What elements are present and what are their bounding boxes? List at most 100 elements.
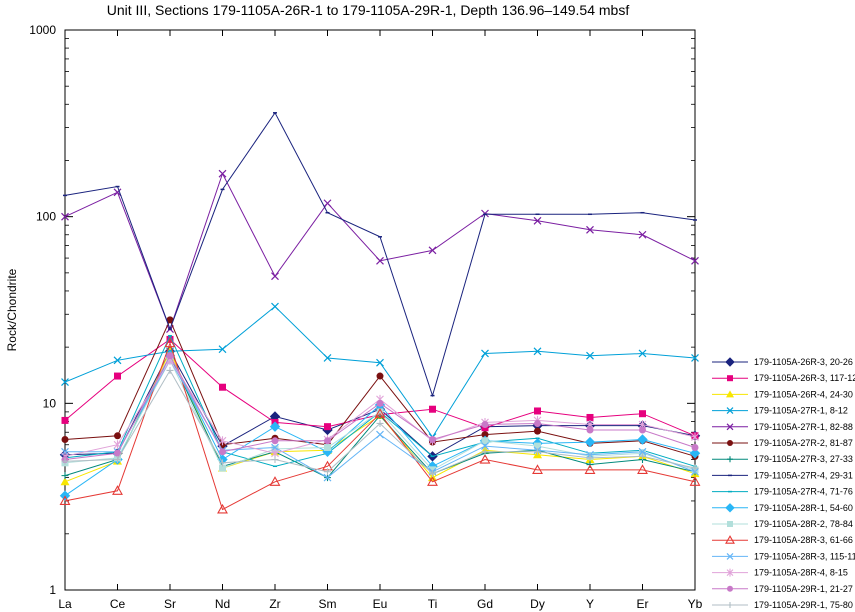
data-point bbox=[725, 357, 735, 367]
data-point bbox=[217, 503, 228, 514]
data-point bbox=[726, 568, 734, 577]
legend-item: 179-1105A-28R-1, 54-60 bbox=[712, 503, 853, 513]
data-point bbox=[166, 352, 174, 360]
data-point bbox=[61, 457, 69, 465]
data-point bbox=[269, 476, 281, 486]
data-point bbox=[638, 349, 647, 358]
legend-item: 179-1105A-27R-4, 29-31 bbox=[712, 470, 853, 480]
legend-label: 179-1105A-26R-3, 117-122 bbox=[754, 373, 855, 383]
data-point bbox=[726, 407, 734, 415]
data-point bbox=[323, 199, 332, 208]
x-tick-label: Yb bbox=[688, 597, 703, 611]
data-point bbox=[374, 408, 386, 418]
data-point bbox=[324, 437, 331, 445]
data-point bbox=[533, 216, 542, 225]
data-point bbox=[534, 419, 541, 427]
data-point bbox=[429, 466, 436, 474]
data-point bbox=[691, 256, 699, 265]
data-point bbox=[323, 354, 332, 362]
data-point bbox=[639, 410, 646, 418]
data-point bbox=[727, 521, 733, 527]
data-point bbox=[726, 423, 734, 431]
legend-item: 179-1105A-29R-1, 21-27 bbox=[712, 584, 853, 594]
x-tick-label: Eu bbox=[373, 597, 388, 611]
data-point bbox=[727, 375, 733, 382]
legend-item: 179-1105A-28R-4, 8-15 bbox=[712, 568, 848, 578]
legend-label: 179-1105A-27R-4, 71-76 bbox=[754, 487, 853, 497]
data-point bbox=[586, 351, 594, 360]
data-point bbox=[324, 468, 331, 476]
data-point bbox=[219, 464, 226, 472]
data-point bbox=[533, 347, 542, 356]
legend-label: 179-1105A-27R-1, 8-12 bbox=[754, 406, 848, 416]
y-tick-label: 10 bbox=[43, 396, 57, 410]
data-point bbox=[691, 464, 699, 472]
legend-item: 179-1105A-28R-3, 115-119 bbox=[712, 551, 855, 561]
data-point bbox=[113, 188, 122, 197]
data-point bbox=[691, 354, 699, 362]
x-axis: La Ce Sr Nd Zr Sm Eu Ti Gd Dy Y Er Yb bbox=[58, 30, 703, 611]
data-point bbox=[271, 272, 279, 281]
data-point bbox=[114, 456, 121, 464]
legend-label: 179-1105A-27R-4, 29-31 bbox=[754, 470, 853, 480]
legend-label: 179-1105A-28R-3, 61-66 bbox=[754, 535, 853, 545]
data-point bbox=[637, 464, 648, 474]
data-point bbox=[271, 302, 279, 311]
data-point bbox=[428, 246, 437, 255]
data-point bbox=[269, 421, 281, 432]
data-point bbox=[481, 437, 489, 445]
series-group bbox=[61, 169, 699, 333]
data-point bbox=[639, 452, 646, 460]
data-point bbox=[60, 477, 70, 486]
data-point bbox=[324, 423, 331, 431]
data-point bbox=[112, 485, 123, 495]
data-point bbox=[727, 585, 733, 592]
data-point bbox=[61, 378, 69, 386]
data-point bbox=[532, 464, 543, 474]
x-tick-label: Zr bbox=[269, 597, 280, 611]
data-point bbox=[218, 436, 227, 446]
data-point bbox=[638, 230, 647, 239]
legend-label: 179-1105A-27R-1, 82-88 bbox=[754, 422, 853, 432]
data-point bbox=[725, 503, 735, 513]
data-point bbox=[637, 434, 648, 445]
series-group bbox=[61, 302, 699, 441]
data-point bbox=[61, 472, 69, 480]
legend-item: 179-1105A-27R-4, 71-76 bbox=[712, 487, 853, 497]
series-group bbox=[61, 316, 699, 460]
x-tick-label: Dy bbox=[530, 597, 545, 611]
y-axis: 1 10 100 1000 bbox=[29, 23, 695, 597]
legend-item: 179-1105A-28R-3, 61-66 bbox=[712, 535, 853, 545]
data-point bbox=[725, 535, 735, 544]
data-point bbox=[586, 225, 594, 234]
data-point bbox=[164, 337, 176, 348]
data-point bbox=[481, 349, 489, 358]
data-point bbox=[323, 473, 332, 482]
data-point bbox=[376, 399, 384, 407]
data-point bbox=[534, 448, 541, 456]
data-point bbox=[586, 413, 594, 421]
data-point bbox=[726, 552, 734, 560]
data-point bbox=[481, 442, 489, 451]
data-point bbox=[376, 408, 384, 416]
legend-item: 179-1105A-27R-2, 81-87 bbox=[712, 438, 853, 448]
legend-label: 179-1105A-29R-1, 21-27 bbox=[754, 584, 853, 594]
legend: 179-1105A-26R-3, 20-26 179-1105A-26R-3, 1… bbox=[712, 357, 855, 610]
data-point bbox=[429, 470, 436, 478]
chart-title: Unit III, Sections 179-1105A-26R-1 to 17… bbox=[107, 2, 630, 18]
legend-item: 179-1105A-27R-1, 8-12 bbox=[712, 406, 848, 416]
data-point bbox=[584, 436, 596, 448]
data-point bbox=[324, 443, 331, 451]
legend-item: 179-1105A-27R-3, 27-33 bbox=[712, 454, 853, 464]
data-point bbox=[481, 431, 489, 439]
data-point bbox=[376, 372, 384, 380]
data-point bbox=[427, 476, 438, 486]
x-tick-label: Nd bbox=[215, 597, 230, 611]
data-point bbox=[114, 449, 121, 457]
data-point bbox=[113, 440, 122, 450]
data-point bbox=[534, 407, 541, 415]
series-group bbox=[63, 111, 697, 398]
data-point bbox=[166, 366, 174, 374]
y-tick-label: 1000 bbox=[29, 23, 56, 37]
